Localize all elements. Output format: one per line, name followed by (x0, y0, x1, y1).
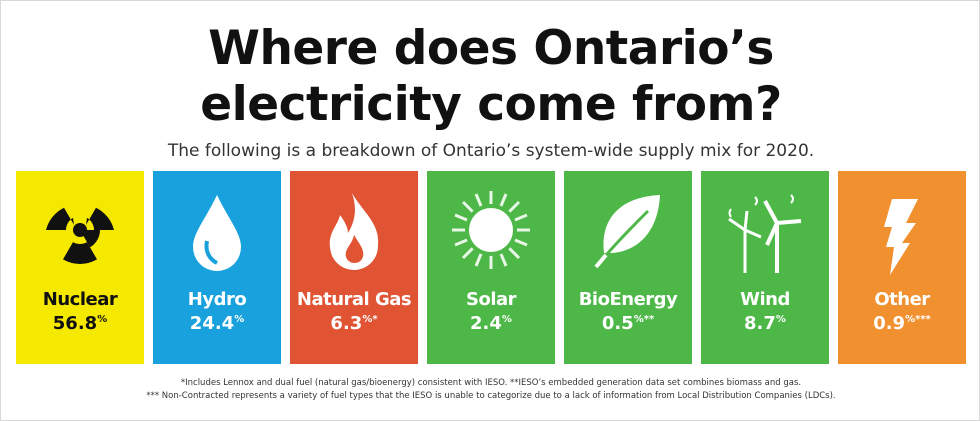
suffix: %** (633, 314, 655, 325)
tile-name: Other (874, 289, 930, 310)
tile: Other 0.9%*** (838, 171, 966, 364)
tile-value: 8.7% (701, 313, 829, 334)
drop-icon (193, 195, 241, 271)
title-line: Where does Ontario’s (208, 21, 774, 76)
tile-value: 0.9%*** (838, 313, 966, 334)
tile: Nuclear 56.8% (16, 171, 144, 364)
value: 6.3 (330, 313, 363, 334)
flame-icon (329, 193, 379, 271)
suffix: % (501, 314, 512, 325)
suffix: %* (362, 314, 378, 325)
tile-value: 6.3%* (290, 313, 418, 334)
suffix: %*** (905, 314, 931, 325)
value: 0.5 (601, 313, 634, 334)
value: 8.7 (744, 313, 776, 334)
suffix: % (97, 314, 108, 325)
leaf-icon (594, 195, 660, 269)
tile-value: 24.4% (153, 313, 281, 334)
tile-name: Hydro (187, 289, 247, 310)
tile: Hydro 24.4% (153, 171, 281, 364)
tile-name: Wind (740, 289, 790, 310)
suffix: % (234, 314, 245, 325)
footnote: *Includes Lennox and dual fuel (natural … (180, 378, 802, 388)
wind-icon (728, 194, 802, 273)
tile: Natural Gas 6.3%* (290, 171, 418, 364)
value: 0.9 (873, 313, 906, 334)
subtitle: The following is a breakdown of Ontario’… (167, 141, 815, 161)
value: 24.4 (189, 313, 235, 334)
footnote: *** Non-Contracted represents a variety … (146, 391, 836, 401)
nuclear-icon (46, 207, 114, 264)
tile-name: BioEnergy (578, 289, 678, 310)
value: 56.8 (52, 313, 98, 334)
title-line: electricity come from? (200, 77, 782, 132)
tile-name: Solar (465, 289, 517, 310)
tile-value: 56.8% (16, 313, 144, 334)
tile-value: 2.4% (427, 313, 555, 334)
tile-name: Natural Gas (296, 289, 412, 310)
tile: Wind 8.7% (701, 171, 829, 364)
suffix: % (775, 314, 786, 325)
sun-icon (452, 191, 530, 269)
bolt-icon (884, 199, 918, 275)
value: 2.4 (470, 313, 502, 334)
tile: BioEnergy 0.5%** (564, 171, 692, 364)
tile-value: 0.5%** (564, 313, 692, 334)
tile-name: Nuclear (42, 289, 118, 310)
tile: Solar 2.4% (427, 171, 555, 364)
